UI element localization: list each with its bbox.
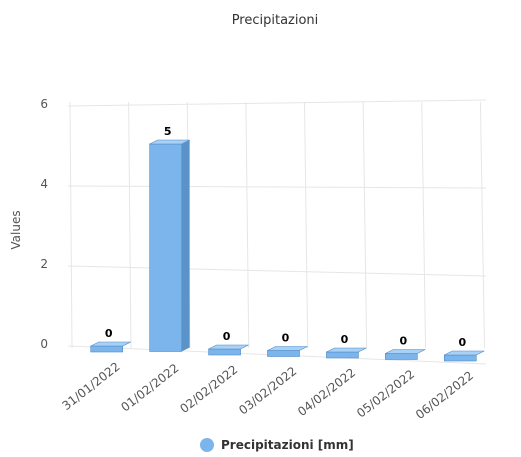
grid-line-y: [67, 99, 487, 107]
bar-side: [181, 140, 190, 352]
grid-line-x: [304, 101, 309, 349]
grid: [67, 99, 487, 365]
bar-top: [267, 346, 308, 351]
legend[interactable]: Precipitazioni [mm]: [200, 438, 354, 452]
grid-line-x: [245, 101, 250, 349]
x-tick-label: 02/02/2022: [177, 362, 240, 416]
grid-line-y: [67, 265, 487, 277]
y-tick-label: 2: [40, 257, 48, 271]
y-tick-label: 4: [40, 177, 48, 191]
x-tick-label: 04/02/2022: [295, 365, 358, 419]
bar-top: [208, 344, 249, 350]
grid-line-x: [362, 101, 368, 349]
y-tick-label: 6: [40, 97, 48, 111]
x-tick-label: 03/02/2022: [236, 364, 299, 418]
grid-line-x: [128, 101, 132, 349]
y-tick-label: 0: [40, 337, 48, 351]
x-tick-label: 06/02/2022: [413, 368, 476, 422]
bar[interactable]: [208, 348, 241, 356]
bar[interactable]: [385, 353, 418, 360]
data-label: 0: [105, 327, 113, 340]
data-label: 0: [282, 332, 290, 345]
x-tick-label: 05/02/2022: [354, 367, 417, 421]
grid-line-x: [421, 101, 427, 349]
x-tick-label: 31/01/2022: [59, 359, 122, 413]
bar-top: [444, 350, 485, 356]
bar[interactable]: [443, 354, 477, 362]
data-label: 5: [164, 125, 172, 138]
axis-ticks: 0 2 4 6 31/01/202201/02/202202/02/202203/02/…: [40, 97, 476, 422]
grid-line-y: [67, 185, 487, 189]
data-label: 0: [458, 336, 466, 349]
chart-title: Precipitazioni: [232, 13, 319, 28]
legend-label: Precipitazioni [mm]: [221, 438, 354, 452]
data-label: 0: [400, 335, 408, 348]
bar[interactable]: [326, 351, 359, 359]
x-tick-label: 01/02/2022: [118, 361, 181, 415]
grid-line-x: [69, 101, 73, 349]
bar-top: [90, 341, 131, 347]
bar[interactable]: [90, 345, 124, 353]
data-label: 0: [341, 333, 349, 346]
bar-top: [385, 349, 426, 354]
grid-line-x: [479, 101, 485, 349]
bar[interactable]: [267, 350, 300, 357]
bar-top: [326, 347, 367, 353]
bars: 0 5 0 0 0 0 0: [90, 125, 485, 362]
y-axis-label: Values: [9, 210, 23, 249]
data-label: 0: [223, 330, 231, 343]
legend-marker: [200, 438, 214, 452]
bar[interactable]: [149, 143, 182, 352]
